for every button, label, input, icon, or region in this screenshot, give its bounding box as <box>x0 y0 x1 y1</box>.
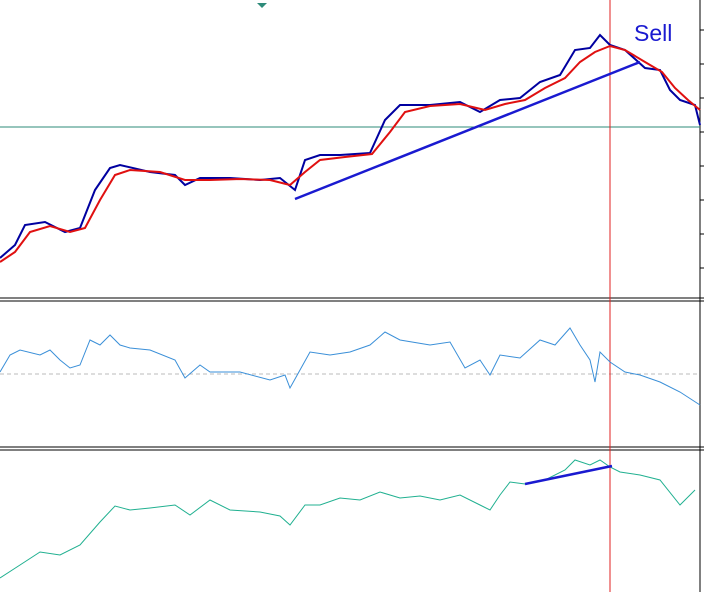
trend-line <box>294 60 641 201</box>
axis-ticks <box>700 29 704 269</box>
shift-marker <box>257 3 267 8</box>
indicator-line <box>0 459 696 579</box>
oscillator-line <box>0 327 701 406</box>
moving-average <box>0 44 701 263</box>
sell-label: Sell <box>634 20 672 46</box>
divergence-line <box>524 464 613 486</box>
